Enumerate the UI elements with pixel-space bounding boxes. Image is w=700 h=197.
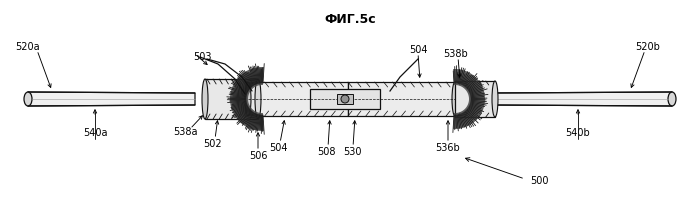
Text: 504: 504 xyxy=(409,45,427,55)
Text: 540b: 540b xyxy=(566,128,590,138)
Text: 502: 502 xyxy=(203,139,221,149)
Text: 536b: 536b xyxy=(435,143,461,153)
Text: 503: 503 xyxy=(193,52,211,62)
Ellipse shape xyxy=(24,92,32,106)
Ellipse shape xyxy=(245,82,251,116)
Bar xyxy=(310,89,380,109)
Ellipse shape xyxy=(668,92,676,106)
Text: 538b: 538b xyxy=(444,49,468,59)
Bar xyxy=(455,81,495,117)
Text: 500: 500 xyxy=(530,176,549,186)
Text: 506: 506 xyxy=(248,151,267,161)
Text: 508: 508 xyxy=(316,147,335,157)
Bar xyxy=(348,82,455,116)
Polygon shape xyxy=(490,92,672,106)
Text: 538a: 538a xyxy=(173,127,197,137)
Bar xyxy=(337,94,353,104)
Ellipse shape xyxy=(452,82,458,116)
Polygon shape xyxy=(28,92,195,106)
Text: 520b: 520b xyxy=(636,42,660,52)
Polygon shape xyxy=(230,67,264,131)
Bar xyxy=(205,79,258,119)
Text: 530: 530 xyxy=(343,147,361,157)
Ellipse shape xyxy=(255,79,261,119)
Bar xyxy=(248,82,348,116)
Ellipse shape xyxy=(341,95,349,103)
Text: 520a: 520a xyxy=(15,42,41,52)
Ellipse shape xyxy=(492,81,498,117)
Text: 504: 504 xyxy=(269,143,287,153)
Text: ФИГ.5с: ФИГ.5с xyxy=(324,12,376,25)
Polygon shape xyxy=(453,69,485,129)
Text: 540a: 540a xyxy=(83,128,107,138)
Ellipse shape xyxy=(202,79,208,119)
